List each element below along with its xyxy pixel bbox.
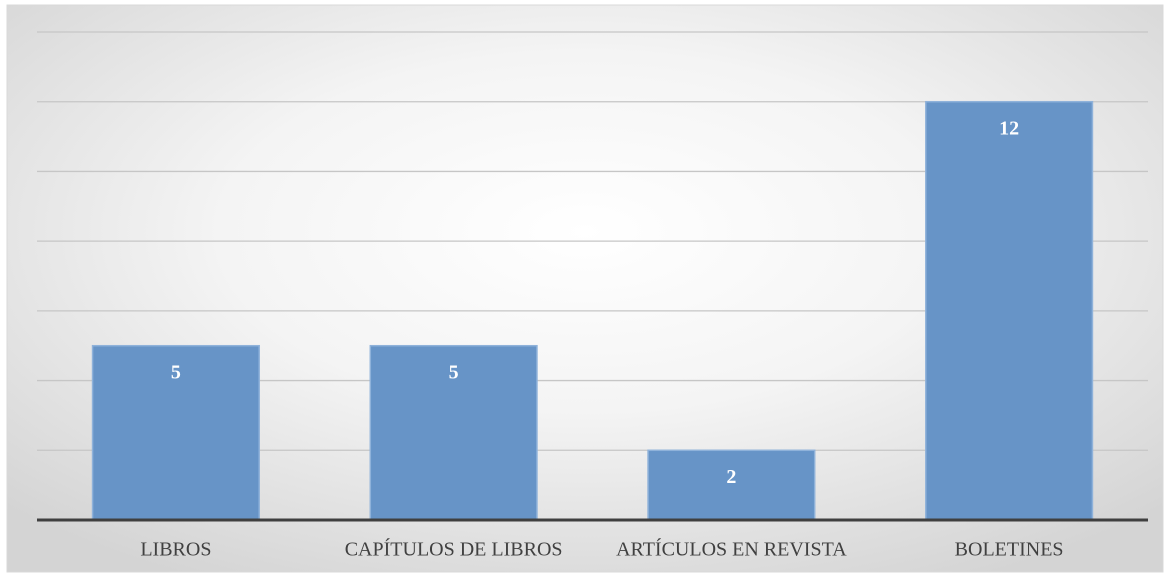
data-label: 12 bbox=[999, 117, 1019, 139]
bar bbox=[647, 449, 816, 521]
data-label: 5 bbox=[171, 361, 181, 383]
data-label: 2 bbox=[726, 466, 736, 488]
bar bbox=[925, 100, 1094, 521]
data-label: 5 bbox=[449, 361, 459, 383]
x-tick-label: ARTÍCULOS EN REVISTA bbox=[616, 538, 847, 561]
bar bbox=[91, 344, 260, 521]
x-tick-label: LIBROS bbox=[140, 539, 211, 561]
x-tick-label: BOLETINES bbox=[955, 539, 1064, 561]
x-tick-label: CAPÍTULOS DE LIBROS bbox=[345, 538, 563, 561]
bar bbox=[369, 344, 538, 521]
